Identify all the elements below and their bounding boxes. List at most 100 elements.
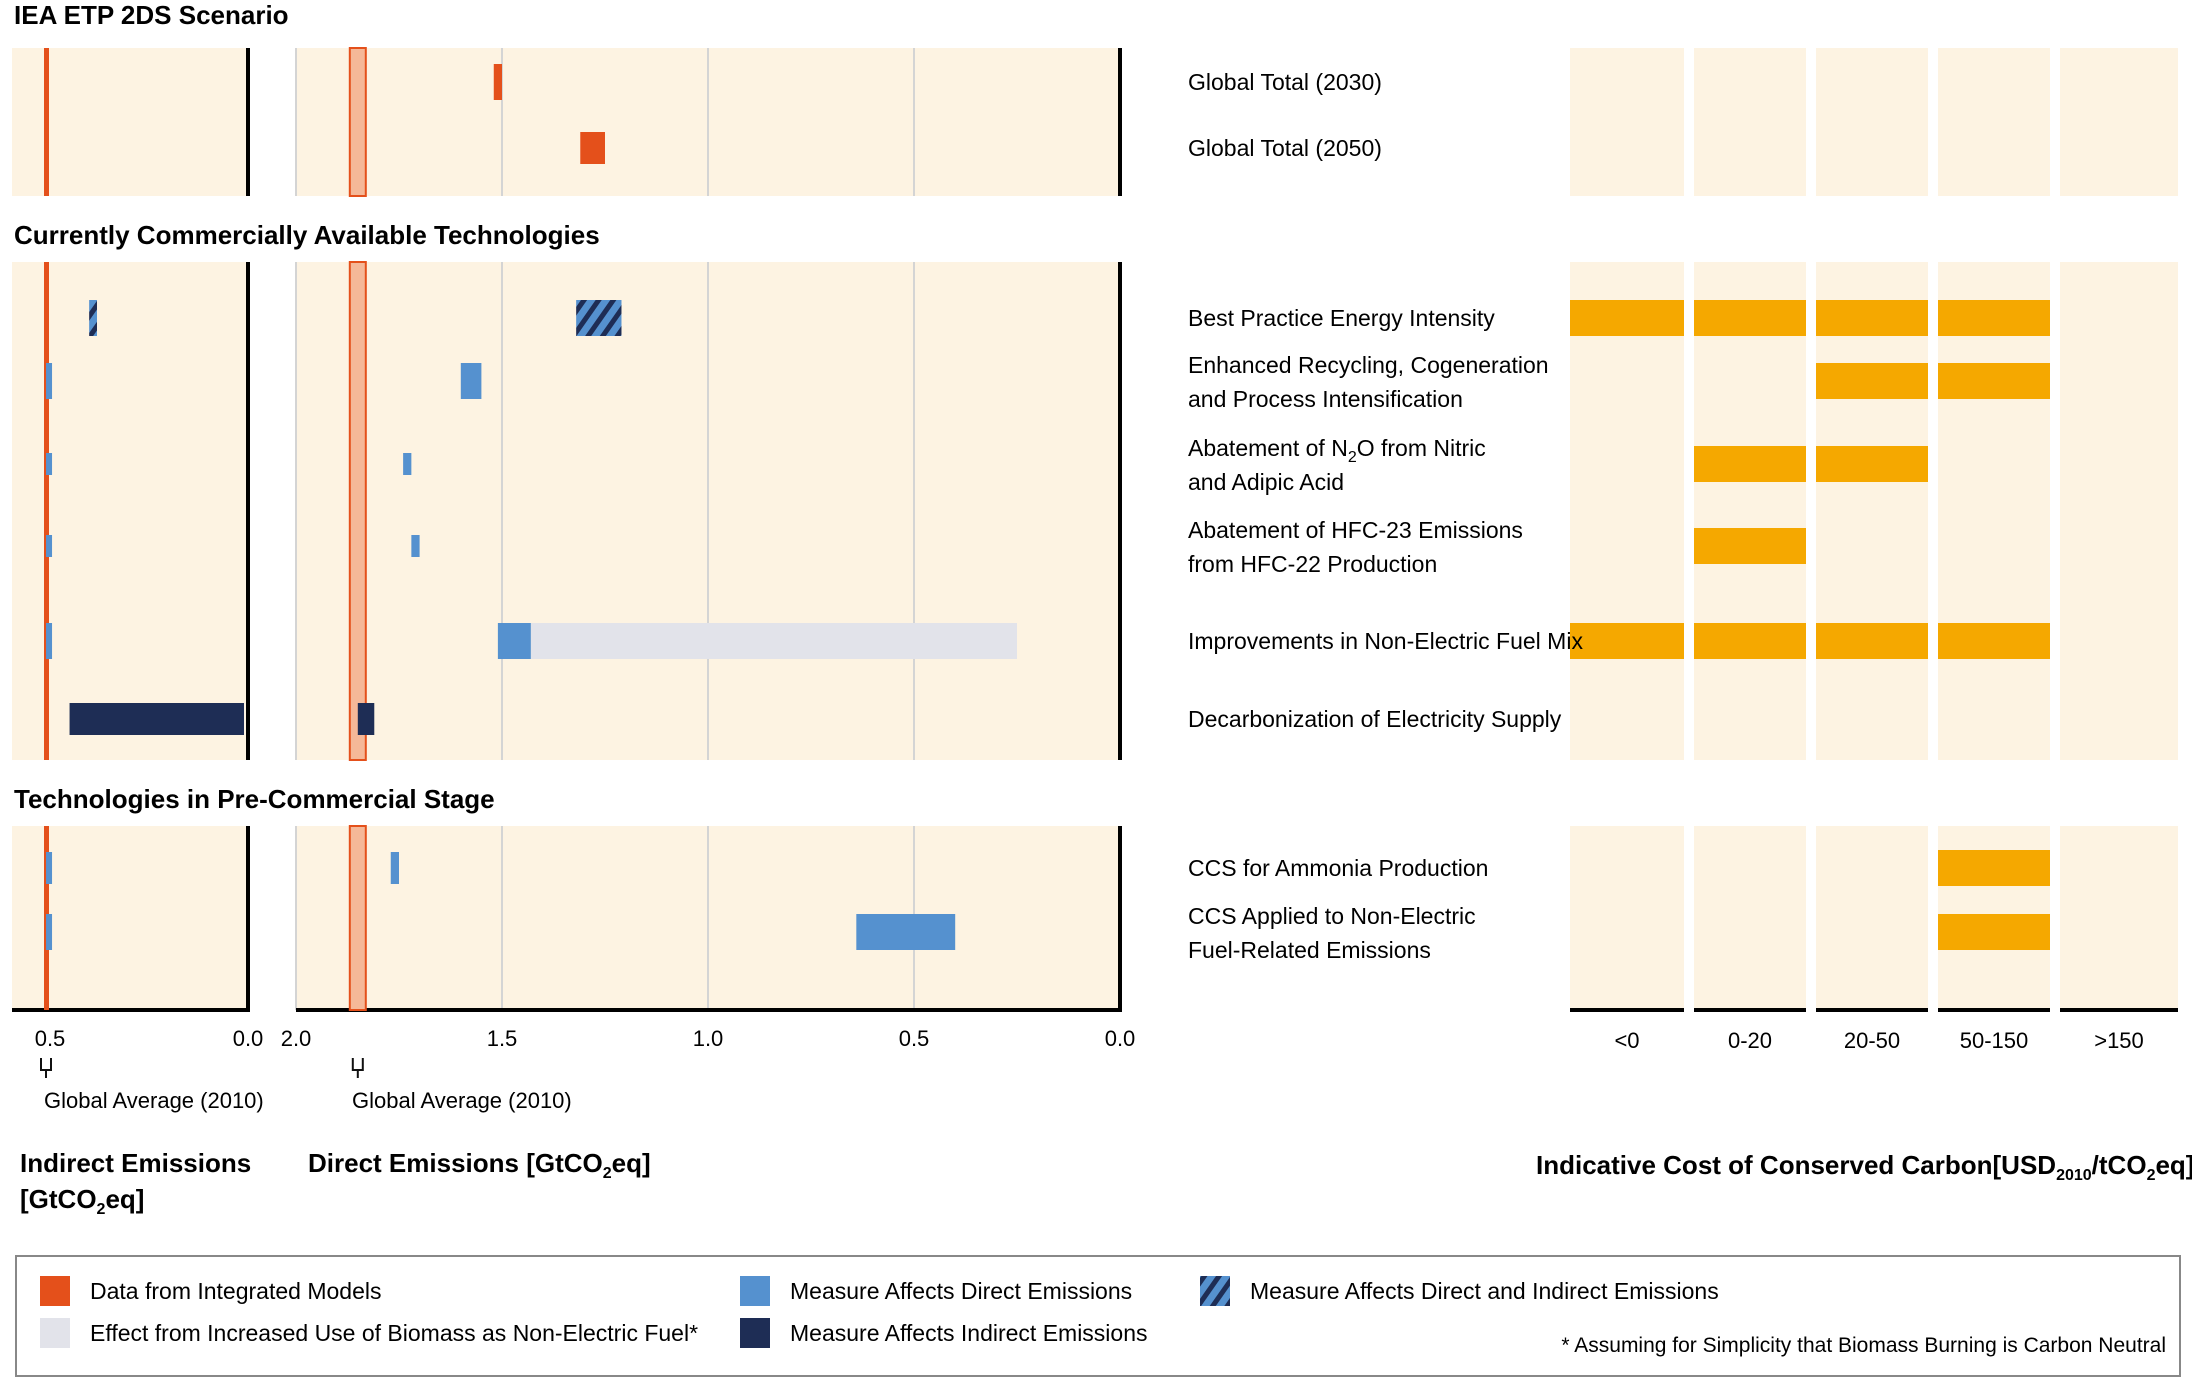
indirect-global-average-label: Global Average (2010) [44, 1088, 264, 1113]
indirect-global-average-marker [40, 1058, 52, 1078]
row-label: and Process Intensification [1188, 386, 1463, 412]
legend-footnote: * Assuming for Simplicity that Biomass B… [1561, 1334, 2166, 1357]
section-title: IEA ETP 2DS Scenario [14, 0, 289, 30]
cost-column-bg [2060, 262, 2178, 760]
cost-tick-label: >150 [2094, 1028, 2144, 1053]
biomass-bar [530, 623, 1017, 659]
legend-swatch-indirect [740, 1318, 770, 1348]
row-label: and Adipic Acid [1188, 469, 1344, 495]
cost-column-bg [1816, 826, 1928, 1010]
direct-bar [576, 300, 622, 336]
direct-bar [493, 64, 502, 100]
cost-bar [1938, 914, 2050, 950]
indirect-bar [89, 300, 97, 336]
indirect-axis-unit: [GtCO2eq] [20, 1184, 144, 1218]
direct-bar [403, 453, 412, 475]
row-label: Best Practice Energy Intensity [1188, 305, 1495, 331]
cost-bar [1694, 300, 1806, 336]
direct-tick-label: 1.0 [693, 1026, 724, 1051]
direct-bar [497, 623, 531, 659]
cost-tick-label: 20-50 [1844, 1028, 1900, 1053]
indirect-bar [46, 363, 53, 399]
indirect-bar [46, 852, 53, 884]
indirect-tick-label: 0.5 [35, 1026, 66, 1051]
cost-axis-title: Indicative Cost of Conserved Carbon[USD2… [1536, 1150, 2192, 1184]
panel-backgrounds [12, 48, 2178, 1010]
direct-global-average-marker [351, 1058, 364, 1078]
row-label: CCS for Ammonia Production [1188, 855, 1488, 881]
direct-axis-title: Direct Emissions [GtCO2eq] [308, 1148, 651, 1182]
section-title: Currently Commercially Available Technol… [14, 220, 600, 250]
cost-column-bg [1938, 48, 2050, 196]
indirect-bar [46, 623, 53, 659]
cost-bar [1816, 623, 1928, 659]
legend-label: Measure Affects Direct Emissions [790, 1278, 1132, 1304]
legend-box [15, 1255, 2181, 1377]
indirect-axis-title: Indirect Emissions [20, 1148, 251, 1178]
row-label: Enhanced Recycling, Cogeneration [1188, 352, 1549, 378]
direct-global-average-band [348, 261, 367, 761]
indirect-bar [46, 914, 53, 950]
direct-bar [390, 852, 399, 884]
indirect-tick-label: 0.0 [233, 1026, 264, 1051]
indirect-bar [69, 703, 244, 735]
data-bars [40, 47, 2050, 1348]
cost-column-bg [1938, 262, 2050, 760]
row-label: Global Total (2030) [1188, 69, 1382, 95]
cost-bar [1694, 623, 1806, 659]
indirect-global-average-line [44, 48, 49, 196]
direct-tick-label: 1.5 [487, 1026, 518, 1051]
row-label: Global Total (2050) [1188, 135, 1382, 161]
cost-bar [1816, 300, 1928, 336]
direct-bar [357, 703, 375, 735]
indirect-bar [46, 453, 53, 475]
direct-bar [856, 914, 956, 950]
legend-label: Effect from Increased Use of Biomass as … [90, 1320, 698, 1346]
cost-column-bg [1570, 262, 1684, 760]
legend-swatch-integrated_models [40, 1276, 70, 1306]
cost-bar [1570, 623, 1684, 659]
cost-bar [1694, 446, 1806, 482]
section-title: Technologies in Pre-Commercial Stage [14, 784, 495, 814]
cost-bar [1938, 300, 2050, 336]
direct-global-average-band [348, 825, 367, 1011]
cost-column-bg [2060, 48, 2178, 196]
row-label: from HFC-22 Production [1188, 551, 1437, 577]
row-label: Abatement of N2O from Nitric [1188, 435, 1486, 466]
cost-column-bg [1694, 826, 1806, 1010]
legend-label: Data from Integrated Models [90, 1278, 381, 1304]
cost-column-bg [1570, 826, 1684, 1010]
row-label: Fuel-Related Emissions [1188, 937, 1431, 963]
cost-column-bg [1694, 262, 1806, 760]
cost-bar [1938, 850, 2050, 886]
cost-bar [1938, 363, 2050, 399]
indirect-bar [46, 535, 53, 557]
cost-bar [1694, 528, 1806, 564]
cost-bar [1816, 446, 1928, 482]
cost-bar [1816, 363, 1928, 399]
cost-bar [1570, 300, 1684, 336]
legend-label: Measure Affects Direct and Indirect Emis… [1250, 1278, 1719, 1304]
cost-bar [1938, 623, 2050, 659]
indirect-panel-bg [12, 48, 248, 196]
direct-bar [580, 132, 605, 164]
legend-label: Measure Affects Indirect Emissions [790, 1320, 1148, 1346]
gridlines [12, 48, 2181, 1377]
cost-column-bg [1694, 48, 1806, 196]
cost-tick-label: 50-150 [1960, 1028, 2029, 1053]
row-label: Abatement of HFC-23 Emissions [1188, 517, 1523, 543]
indirect-global-average-line [44, 262, 49, 760]
cost-column-bg [1816, 262, 1928, 760]
cost-tick-label: 0-20 [1728, 1028, 1772, 1053]
direct-tick-label: 2.0 [281, 1026, 312, 1051]
row-label: Decarbonization of Electricity Supply [1188, 706, 1562, 732]
cost-tick-label: <0 [1614, 1028, 1639, 1053]
direct-bar [460, 363, 482, 399]
cost-column-bg [2060, 826, 2178, 1010]
cost-column-bg [1816, 48, 1928, 196]
direct-tick-label: 0.0 [1105, 1026, 1136, 1051]
row-label: CCS Applied to Non-Electric [1188, 903, 1476, 929]
chart-text: IEA ETP 2DS Scenario Currently Commercial… [14, 0, 2192, 1357]
direct-bar [411, 535, 420, 557]
